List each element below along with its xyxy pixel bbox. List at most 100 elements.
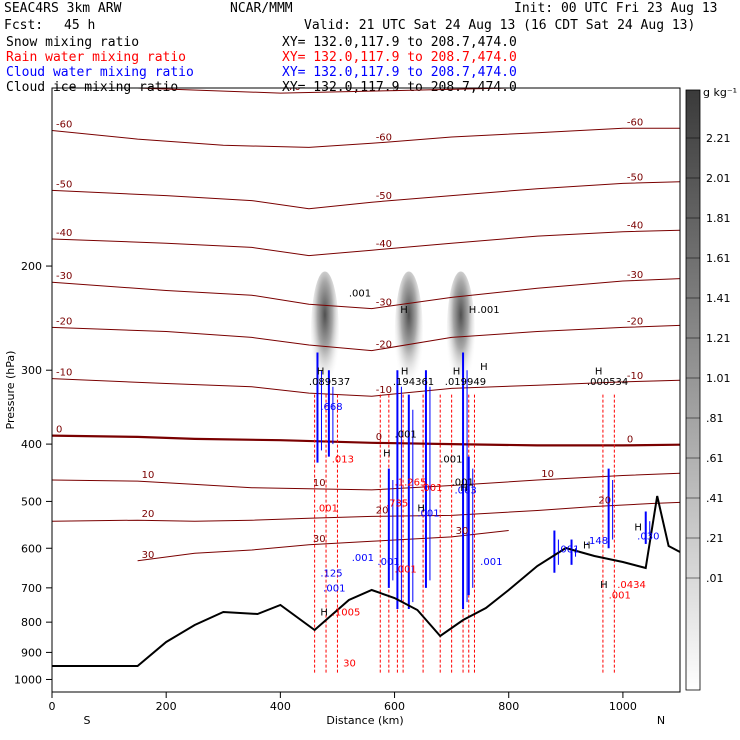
y-tick-label: 500 <box>21 495 42 508</box>
rain-label: .1005 <box>332 608 361 619</box>
temperature-label: -20 <box>627 316 643 327</box>
x-tick-label: 0 <box>49 700 56 713</box>
rain-label: .001 <box>420 483 442 494</box>
temperature-label: -50 <box>56 179 72 190</box>
colorbar-unit: g kg⁻¹ <box>703 86 737 99</box>
x-axis-label: Distance (km) <box>326 714 403 727</box>
cloud-water-label: .001 <box>352 553 374 564</box>
temperature-label: -50 <box>376 191 392 202</box>
rain-label: .0434 <box>617 580 646 591</box>
cloud-water-label: .001 <box>557 544 579 555</box>
temperature-contours <box>52 88 680 562</box>
colorbar-label: 1.01 <box>706 372 731 385</box>
x-end-label-south: S <box>84 714 91 727</box>
y-tick-label: 200 <box>21 260 42 273</box>
high-marker: H <box>317 366 325 377</box>
y-tick-label: 800 <box>21 616 42 629</box>
temperature-label: 10 <box>142 470 155 481</box>
x-tick-label: 400 <box>270 700 291 713</box>
high-marker: H <box>595 366 603 377</box>
y-axis: 200 300 400 500 600 700 800 900 1000 <box>14 260 52 686</box>
temperature-contour <box>52 324 680 352</box>
high-marker: H <box>417 503 425 514</box>
rain-label: .1.265 <box>395 478 427 489</box>
org-name: NCAR/MMM <box>230 1 293 16</box>
temperature-label: 10 <box>313 478 326 489</box>
colorbar-label: 1.61 <box>706 252 731 265</box>
temperature-contour <box>52 472 680 491</box>
temperature-label: -50 <box>627 172 643 183</box>
rain-label: .001 <box>395 565 417 576</box>
rain-label: .735 <box>386 499 408 510</box>
y-tick-label: 600 <box>21 542 42 555</box>
snow-peak-label: .019949 <box>445 377 486 388</box>
temperature-label: 0 <box>627 434 633 445</box>
model-name: SEAC4RS 3km ARW <box>4 1 122 16</box>
high-marker: H <box>634 523 642 534</box>
temperature-label: -40 <box>627 221 643 232</box>
snow-core <box>446 271 475 396</box>
high-marker: H <box>469 305 477 316</box>
temperature-contour <box>52 127 680 148</box>
temperature-label: 30 <box>456 526 469 537</box>
temperature-label: -20 <box>56 316 72 327</box>
init-time: Init: 00 UTC Fri 23 Aug 13 <box>514 1 718 16</box>
cloud-water-label: .001 <box>323 583 345 594</box>
x-tick-label: 200 <box>156 700 177 713</box>
temperature-label: 20 <box>376 505 389 516</box>
y-tick-label: 300 <box>21 364 42 377</box>
temperature-label: 20 <box>598 496 611 507</box>
field-label-snow: Snow mixing ratio <box>6 35 140 50</box>
hydrometeor-contours <box>314 352 651 675</box>
temperature-contour <box>129 88 542 94</box>
x-tick-label: 600 <box>384 700 405 713</box>
field-label-rain: Rain water mixing ratio <box>6 50 187 65</box>
temperature-contour <box>52 229 680 257</box>
colorbar: g kg⁻¹ 2.21 2.01 1.81 1.61 1.41 1.21 1.01 .81 .6… <box>685 86 737 691</box>
cloud-water-label: .148 <box>586 536 608 547</box>
terrain-line <box>52 495 680 667</box>
high-marker: H <box>453 366 461 377</box>
cloud-water-label: .125 <box>320 569 342 580</box>
temperature-contour <box>52 378 680 397</box>
snow-peak-label: .089537 <box>309 377 350 388</box>
plot-area: -70 -70 -70 -60 -60 -60 -50 -50 -50 -40 -40 -40 -30 -… <box>52 77 680 675</box>
field-xy-cloud-water: XY= 132.0,117.9 to 208.7,474.0 <box>282 65 517 80</box>
temperature-label: 10 <box>541 469 554 480</box>
temperature-label: 0 <box>376 432 382 443</box>
temperature-label: 20 <box>142 509 155 520</box>
temperature-contour <box>52 434 680 447</box>
high-marker: H <box>400 305 408 316</box>
x-tick-label: 800 <box>498 700 519 713</box>
field-label-cloud-water: Cloud water mixing ratio <box>6 65 194 80</box>
colorbar-label: 1.41 <box>706 292 731 305</box>
rain-label: .013 <box>332 455 354 466</box>
temperature-label: -10 <box>376 385 392 396</box>
cloud-ice-label: .001 <box>477 305 499 316</box>
cloud-water-label: .668 <box>320 402 342 413</box>
colorbar-label: 1.81 <box>706 212 731 225</box>
temperature-label: 30 <box>142 550 155 561</box>
temperature-contour <box>52 181 680 210</box>
temperature-label: -70 <box>513 77 529 88</box>
cloud-ice-label: .001 <box>452 478 474 489</box>
high-marker: H <box>480 362 488 373</box>
high-marker: H <box>401 366 409 377</box>
x-axis: 0 200 400 600 800 1000 <box>49 692 637 713</box>
cloud-water-label: .001 <box>377 557 399 568</box>
plot-frame <box>51 87 681 693</box>
y-axis-label: Pressure (hPa) <box>4 351 17 430</box>
forecast-label: Fcst: <box>4 18 44 33</box>
colorbar-label: .61 <box>706 452 724 465</box>
high-marker: H <box>600 580 608 591</box>
snow-peak-label: .000534 <box>587 377 628 388</box>
temperature-label: -60 <box>627 117 643 128</box>
forecast-hours: 45 h <box>64 18 96 33</box>
temperature-label: 0 <box>56 425 62 436</box>
rain-label: .001 <box>316 503 338 514</box>
colorbar-label: 2.01 <box>706 172 731 185</box>
temperature-label: -70 <box>284 82 300 93</box>
colorbar-label: 2.21 <box>706 132 731 145</box>
colorbar-label: .81 <box>706 412 724 425</box>
